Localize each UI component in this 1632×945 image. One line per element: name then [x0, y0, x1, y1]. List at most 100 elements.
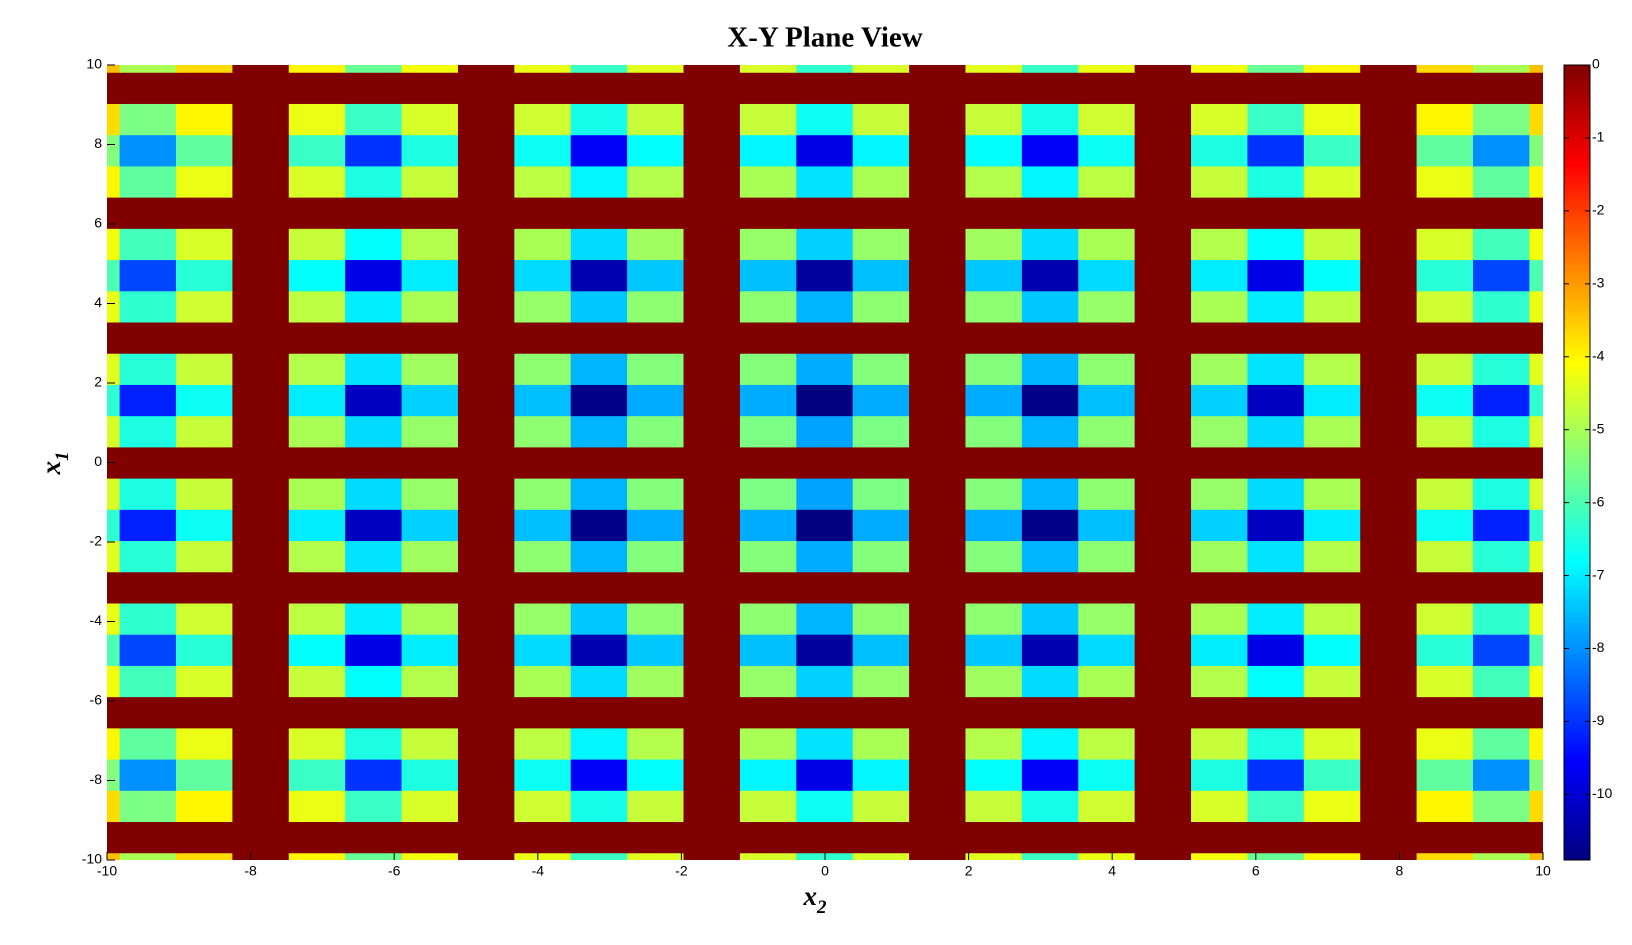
heatmap-cell	[1078, 789, 1136, 823]
heatmap-cell	[119, 696, 178, 729]
heatmap-cell	[1303, 165, 1362, 198]
heatmap-cell	[514, 446, 572, 479]
heatmap-cell	[1303, 259, 1362, 292]
heatmap-cell	[232, 633, 290, 666]
heatmap-cell	[1021, 134, 1080, 167]
heatmap-cell	[345, 696, 403, 729]
heatmap-cell	[345, 758, 403, 791]
heatmap-cell	[1078, 571, 1136, 604]
heatmap-cell	[1416, 290, 1474, 323]
heatmap-cell	[1134, 290, 1193, 323]
heatmap-cell	[119, 508, 178, 542]
heatmap-cell	[1191, 727, 1249, 760]
heatmap-cell	[627, 633, 685, 666]
colorbar-tick-label: -3	[1592, 275, 1605, 291]
heatmap-cell	[683, 65, 741, 73]
colorbar-tick-label: -1	[1592, 129, 1605, 145]
heatmap-cell	[401, 664, 459, 698]
heatmap-cell	[570, 71, 629, 104]
heatmap-cell	[739, 290, 798, 323]
heatmap-cell	[514, 65, 572, 73]
heatmap-cell	[1134, 540, 1193, 573]
y-tick-label: 10	[86, 56, 102, 72]
heatmap-cell	[965, 259, 1023, 292]
heatmap-cell	[796, 383, 854, 417]
heatmap-cell	[683, 71, 741, 104]
heatmap-cell	[1529, 165, 1543, 198]
heatmap-cell	[232, 821, 290, 854]
heatmap-cell	[457, 571, 516, 604]
heatmap-cell	[965, 696, 1023, 729]
heatmap-cell	[1021, 789, 1080, 823]
x-tick-label: -10	[97, 863, 117, 879]
heatmap-cell	[909, 65, 967, 73]
heatmap-cell	[852, 633, 911, 666]
heatmap-cell	[401, 165, 459, 198]
heatmap-cell	[1247, 664, 1305, 698]
heatmap-cell	[1416, 540, 1474, 573]
heatmap-cell	[796, 102, 854, 136]
heatmap-cell	[1360, 102, 1418, 136]
heatmap-cell	[1021, 65, 1080, 73]
heatmap-cell	[107, 134, 121, 167]
heatmap-cell	[1360, 71, 1418, 104]
heatmap-cell	[457, 758, 516, 791]
heatmap-cell	[1078, 134, 1136, 167]
heatmap-cell	[965, 165, 1023, 198]
heatmap-cell	[1529, 415, 1543, 448]
heatmap-cell	[288, 789, 347, 823]
heatmap	[107, 65, 1543, 860]
heatmap-cell	[401, 383, 459, 417]
heatmap-cell	[232, 102, 290, 136]
heatmap-cell	[288, 602, 347, 635]
heatmap-cell	[739, 71, 798, 104]
heatmap-cell	[1078, 508, 1136, 542]
heatmap-cell	[232, 165, 290, 198]
heatmap-cell	[107, 352, 121, 385]
heatmap-cell	[909, 821, 967, 854]
heatmap-cell	[457, 227, 516, 261]
heatmap-cell	[119, 71, 178, 104]
heatmap-cell	[1078, 633, 1136, 666]
heatmap-cell	[1078, 758, 1136, 791]
y-tick-label: 4	[94, 294, 102, 310]
heatmap-cell	[683, 540, 741, 573]
heatmap-cell	[1191, 789, 1249, 823]
heatmap-cell	[514, 383, 572, 417]
heatmap-cell	[1529, 789, 1543, 823]
heatmap-cell	[232, 290, 290, 323]
heatmap-cell	[1472, 71, 1531, 104]
heatmap-cell	[796, 65, 854, 73]
heatmap-cell	[1134, 65, 1193, 73]
heatmap-cell	[1191, 696, 1249, 729]
heatmap-cell	[401, 477, 459, 510]
heatmap-cell	[1134, 508, 1193, 542]
heatmap-cell	[1247, 727, 1305, 760]
chart-title: X-Y Plane View	[727, 22, 923, 54]
x-tick-label: 0	[821, 863, 829, 879]
heatmap-cell	[852, 508, 911, 542]
heatmap-cell	[1360, 165, 1418, 198]
heatmap-cell	[107, 758, 121, 791]
heatmap-cell	[1416, 415, 1474, 448]
heatmap-cell	[1416, 508, 1474, 542]
heatmap-cell	[1078, 540, 1136, 573]
y-tick-label: 8	[94, 135, 102, 151]
heatmap-cell	[1191, 821, 1249, 854]
y-axis-label-subscript: 1	[52, 452, 73, 462]
heatmap-cell	[345, 196, 403, 229]
heatmap-cell	[852, 446, 911, 479]
heatmap-cell	[683, 321, 741, 354]
heatmap-cell	[232, 602, 290, 635]
heatmap-cell	[1247, 540, 1305, 573]
heatmap-cell	[965, 508, 1023, 542]
heatmap-cell	[683, 165, 741, 198]
heatmap-cell	[1416, 664, 1474, 698]
heatmap-cell	[1303, 758, 1362, 791]
heatmap-cell	[107, 71, 121, 104]
heatmap-cell	[176, 477, 234, 510]
heatmap-cell	[514, 352, 572, 385]
heatmap-cell	[965, 134, 1023, 167]
heatmap-cell	[739, 602, 798, 635]
